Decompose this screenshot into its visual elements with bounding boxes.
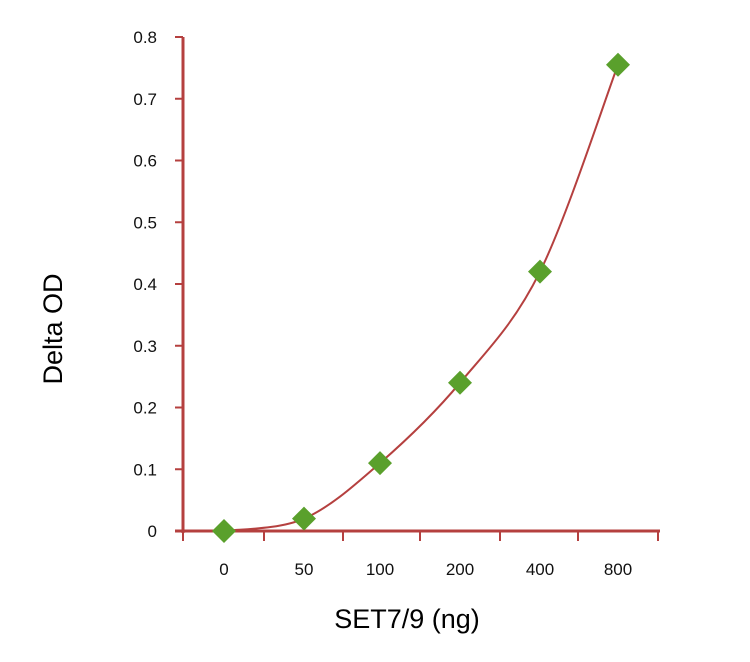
data-point-marker xyxy=(606,52,630,77)
y-tick-label: 0.6 xyxy=(133,152,157,171)
x-axis-ticks: 0 50 100 200 400 800 xyxy=(182,531,659,579)
y-tick-label: 0.3 xyxy=(133,337,157,356)
y-axis-title: Delta OD xyxy=(38,273,68,384)
data-point-marker xyxy=(368,451,392,476)
data-markers xyxy=(212,52,630,543)
x-tick-label: 50 xyxy=(295,560,314,579)
x-tick-label: 400 xyxy=(526,560,554,579)
data-point-marker xyxy=(212,519,236,543)
y-tick-label: 0.4 xyxy=(133,275,157,294)
data-point-marker xyxy=(528,259,552,284)
y-tick-label: 0.2 xyxy=(133,399,157,418)
y-axis-ticks: 0 0.1 0.2 0.3 0.4 0.5 0.6 0.7 0.8 xyxy=(133,28,183,541)
y-tick-label: 0.8 xyxy=(133,28,157,47)
x-tick-label: 100 xyxy=(366,560,394,579)
series-line xyxy=(223,64,619,532)
x-tick-label: 0 xyxy=(219,560,228,579)
y-tick-label: 0.7 xyxy=(133,90,157,109)
data-point-marker xyxy=(292,506,316,531)
x-tick-label: 200 xyxy=(446,560,474,579)
y-tick-label: 0 xyxy=(148,522,157,541)
x-tick-label: 800 xyxy=(604,560,632,579)
y-tick-label: 0.1 xyxy=(133,460,157,479)
axes xyxy=(175,37,660,533)
y-tick-label: 0.5 xyxy=(133,213,157,232)
data-point-marker xyxy=(448,370,472,395)
x-axis-title: SET7/9 (ng) xyxy=(334,604,480,634)
